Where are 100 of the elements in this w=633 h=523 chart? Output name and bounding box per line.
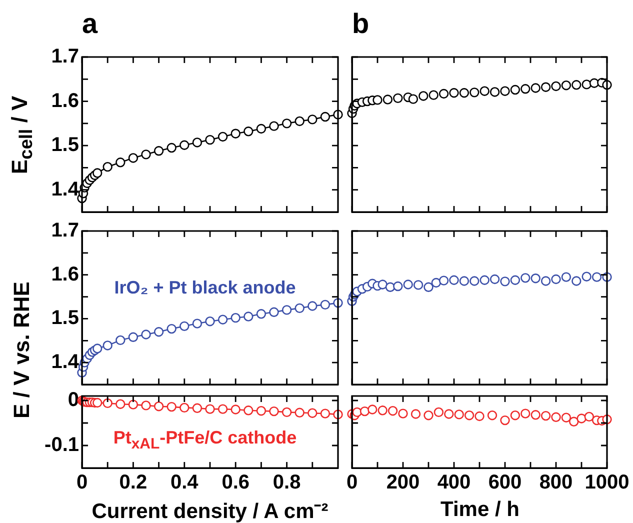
y-tick-label: 1.7 <box>51 220 79 242</box>
point <box>561 80 572 90</box>
point <box>294 408 304 418</box>
point <box>576 414 586 424</box>
point <box>294 116 304 126</box>
point <box>256 124 266 134</box>
point <box>116 158 126 168</box>
point <box>459 88 470 98</box>
point <box>530 83 540 93</box>
point <box>393 93 403 104</box>
point <box>500 276 510 286</box>
point <box>230 312 240 323</box>
point <box>244 406 254 416</box>
y-tick-label: 1.6 <box>51 90 79 112</box>
point <box>180 402 190 413</box>
point <box>205 316 215 326</box>
point <box>470 276 480 286</box>
series-label: Pt$_{xAL}$-PtFe/C cathode <box>113 428 297 452</box>
y-tick-label: -0.1 <box>44 434 79 456</box>
point <box>382 94 393 104</box>
point <box>116 335 126 346</box>
point <box>424 282 434 292</box>
point <box>92 344 102 354</box>
point <box>180 140 190 150</box>
point <box>480 86 490 96</box>
point <box>418 91 428 101</box>
point <box>393 281 403 292</box>
x-tick-label: 0.4 <box>170 472 200 494</box>
point <box>561 412 572 422</box>
point <box>282 305 292 315</box>
y-tick-label: 1.7 <box>51 46 79 68</box>
point <box>269 121 279 131</box>
point <box>218 404 228 414</box>
point <box>510 275 520 285</box>
point <box>230 128 240 138</box>
point <box>102 398 112 408</box>
x-tick-label: 0.2 <box>119 472 148 494</box>
point <box>490 87 500 97</box>
point <box>244 126 254 136</box>
point <box>192 318 202 328</box>
x-tick-label: 400 <box>437 472 471 494</box>
y-tick-label: 1.6 <box>51 263 79 286</box>
x-axis-title: Current density / A cm⁻² <box>92 499 328 523</box>
point <box>320 300 330 310</box>
point <box>128 332 138 342</box>
point <box>428 90 438 100</box>
point <box>582 272 592 282</box>
point <box>166 324 176 334</box>
point <box>540 276 551 286</box>
point <box>308 114 318 124</box>
point <box>487 410 498 420</box>
point <box>398 408 408 418</box>
y-tick-label: 1.4 <box>51 351 80 374</box>
point <box>166 402 176 412</box>
point <box>192 138 202 148</box>
point <box>572 80 582 90</box>
point <box>294 303 304 314</box>
point <box>368 404 378 414</box>
point <box>141 150 151 160</box>
point <box>102 340 112 350</box>
point <box>551 412 561 422</box>
chart-title: b <box>352 8 370 40</box>
point <box>128 153 138 163</box>
point <box>320 112 330 122</box>
point <box>530 274 540 284</box>
point <box>166 142 176 153</box>
point <box>464 410 474 420</box>
point <box>413 280 424 290</box>
point <box>569 416 579 426</box>
point <box>584 412 594 422</box>
point <box>500 415 510 426</box>
point <box>372 95 382 105</box>
point <box>154 327 164 337</box>
point <box>449 88 459 98</box>
y-axis-title: E / V vs. RHE <box>9 282 35 418</box>
chart-title: a <box>82 8 98 40</box>
point <box>561 272 572 282</box>
point <box>438 276 449 286</box>
x-tick-label: 1000 <box>584 472 630 494</box>
y-tick-label: 1.5 <box>51 307 79 330</box>
point <box>500 86 510 96</box>
point <box>424 410 434 420</box>
point <box>520 408 530 418</box>
point <box>282 118 292 128</box>
x-tick-label: 0.6 <box>222 472 250 494</box>
point <box>540 410 551 421</box>
point <box>510 410 520 420</box>
x-axis-title: Time / h <box>440 498 520 522</box>
point <box>551 274 561 284</box>
point <box>256 309 266 319</box>
point <box>438 88 449 99</box>
point <box>102 162 112 172</box>
point <box>431 278 441 288</box>
point <box>360 406 370 416</box>
point <box>308 301 318 311</box>
x-tick-label: 0 <box>346 472 358 494</box>
point <box>141 400 151 410</box>
point <box>378 280 388 290</box>
point <box>540 82 551 92</box>
y-tick-label: 0 <box>68 389 79 412</box>
